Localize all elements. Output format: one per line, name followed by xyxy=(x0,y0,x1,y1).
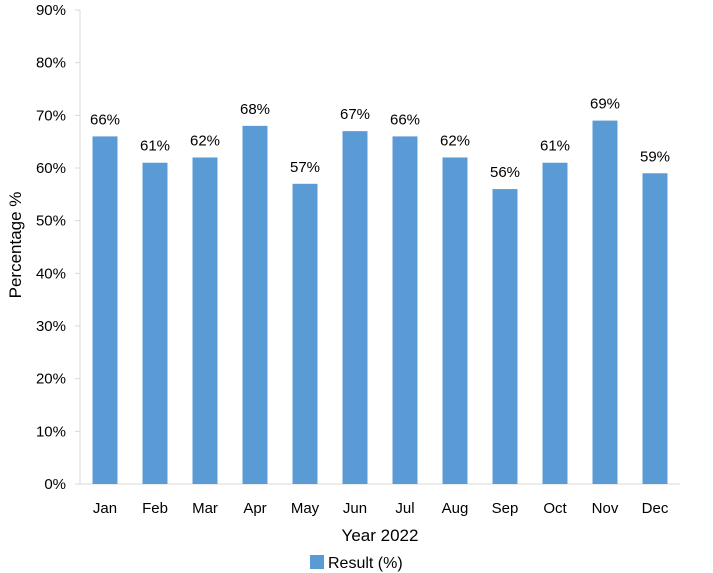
bar-data-label: 56% xyxy=(490,164,520,181)
y-tick-label: 30% xyxy=(36,318,66,335)
bar xyxy=(342,131,368,484)
x-tick-label: Mar xyxy=(192,500,218,517)
x-tick-label: Apr xyxy=(243,500,266,517)
x-tick-label: Aug xyxy=(442,500,469,517)
legend: Result (%) xyxy=(310,555,403,572)
bar xyxy=(492,189,518,485)
x-tick-label: Jul xyxy=(395,500,414,517)
x-axis: Jan Feb Mar Apr May Jun Jul Aug Sep Oct Nov Dec xyxy=(80,483,680,517)
bar xyxy=(592,120,618,484)
bar-data-label: 61% xyxy=(540,138,570,155)
x-tick-label: Sep xyxy=(492,500,519,517)
bar-data-label: 66% xyxy=(90,111,120,128)
y-tick-label: 70% xyxy=(36,107,66,124)
x-tick-label: Dec xyxy=(642,500,669,517)
legend-label: Result (%) xyxy=(328,555,403,572)
x-tick-label: Jan xyxy=(93,500,117,517)
bar-data-label: 57% xyxy=(290,159,320,176)
bar-data-label: 68% xyxy=(240,101,270,118)
bar xyxy=(142,162,168,484)
bar-data-label: 67% xyxy=(340,106,370,123)
x-tick-label: May xyxy=(291,500,320,517)
x-tick-label: Feb xyxy=(142,500,168,517)
bar-series xyxy=(92,120,668,485)
y-tick-label: 20% xyxy=(36,371,66,388)
y-axis-title: Percentage % xyxy=(6,192,25,299)
y-tick-label: 0% xyxy=(44,476,66,493)
y-tick-label: 80% xyxy=(36,55,66,72)
bar-data-label: 62% xyxy=(190,132,220,149)
bar xyxy=(642,173,668,484)
y-tick-label: 40% xyxy=(36,265,66,282)
bar-data-label: 61% xyxy=(140,138,170,155)
y-tick-label: 90% xyxy=(36,2,66,19)
bar xyxy=(542,162,568,484)
y-tick-label: 10% xyxy=(36,423,66,440)
bar xyxy=(392,136,418,484)
bar xyxy=(192,157,218,484)
bar xyxy=(292,183,318,485)
bar xyxy=(92,136,118,484)
y-tick-label: 50% xyxy=(36,213,66,230)
data-labels: 66% 61% 62% 68% 57% 67% 66% 62% 56% 61% 69% 59% xyxy=(90,96,670,181)
bar-data-label: 59% xyxy=(640,148,670,165)
bar-data-label: 62% xyxy=(440,132,470,149)
bar-data-label: 69% xyxy=(590,96,620,113)
x-axis-title: Year 2022 xyxy=(342,526,419,545)
x-tick-label: Jun xyxy=(343,500,367,517)
x-tick-label: Oct xyxy=(543,500,567,517)
y-tick-label: 60% xyxy=(36,160,66,177)
bar xyxy=(242,125,268,484)
legend-swatch xyxy=(310,555,324,569)
x-tick-label: Nov xyxy=(592,500,619,517)
y-axis: 0% 10% 20% 30% 40% 50% 60% 70% 80% 90% xyxy=(36,2,81,493)
bar xyxy=(442,157,468,484)
bar-data-label: 66% xyxy=(390,111,420,128)
